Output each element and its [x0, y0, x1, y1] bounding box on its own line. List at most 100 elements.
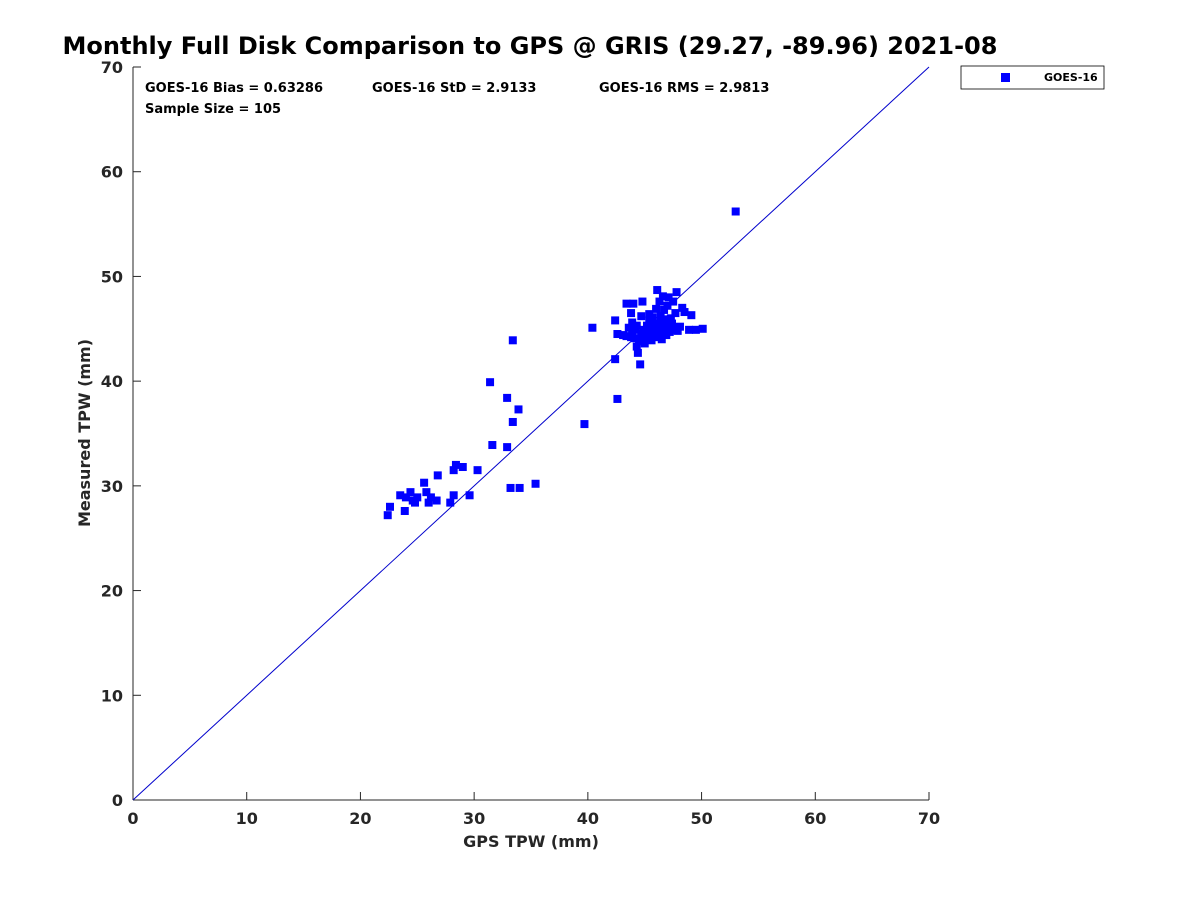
- x-axis-label: GPS TPW (mm): [463, 832, 599, 851]
- data-point: [640, 339, 649, 348]
- data-point: [449, 491, 458, 500]
- data-point: [383, 511, 392, 520]
- data-point: [635, 337, 644, 346]
- data-point: [400, 506, 409, 515]
- data-point: [411, 498, 420, 507]
- data-point: [449, 466, 458, 475]
- y-tick-label: 10: [101, 686, 123, 705]
- data-point: [465, 491, 474, 500]
- data-point: [691, 325, 700, 334]
- data-point: [628, 326, 637, 335]
- data-point: [420, 478, 429, 487]
- data-point: [655, 297, 664, 306]
- data-point: [506, 483, 515, 492]
- data-point: [580, 420, 589, 429]
- data-point: [611, 316, 620, 325]
- data-point: [731, 207, 740, 216]
- data-point: [669, 297, 678, 306]
- data-point: [451, 460, 460, 469]
- data-point: [622, 332, 631, 341]
- data-point: [432, 496, 441, 505]
- axes: 0 10 20 30 40 50 60 70 0 10 20 30 40 50 60 70: [101, 58, 940, 828]
- data-point: [650, 319, 659, 328]
- data-point: [662, 315, 671, 324]
- data-point: [632, 321, 641, 330]
- data-point: [515, 483, 524, 492]
- data-point: [665, 327, 674, 336]
- data-points: [383, 207, 740, 520]
- y-tick-label: 20: [101, 582, 123, 601]
- data-point: [413, 493, 422, 502]
- data-point: [613, 394, 622, 403]
- x-tick-label: 30: [463, 809, 485, 828]
- data-point: [396, 491, 405, 500]
- data-point: [663, 301, 672, 310]
- rms-annotation: GOES-16 RMS = 2.9813: [599, 81, 769, 96]
- bias-annotation: GOES-16 Bias = 0.63286: [145, 81, 323, 96]
- data-point: [680, 308, 689, 317]
- data-point: [653, 286, 662, 295]
- legend-label: GOES-16: [1044, 71, 1098, 84]
- data-point: [647, 336, 656, 345]
- legend-box: [960, 65, 1105, 90]
- data-point: [426, 493, 435, 502]
- data-point: [622, 299, 631, 308]
- data-point: [401, 493, 410, 502]
- y-tick-label: 60: [101, 163, 123, 182]
- data-point: [633, 348, 642, 357]
- data-point: [649, 324, 658, 333]
- data-point: [654, 323, 663, 332]
- data-point: [406, 488, 415, 497]
- chart-title: Monthly Full Disk Comparison to GPS @ GR…: [63, 32, 998, 60]
- sample-size-annotation: Sample Size = 105: [145, 102, 281, 117]
- data-point: [446, 498, 455, 507]
- data-point: [613, 330, 622, 339]
- data-point: [458, 463, 467, 472]
- data-point: [658, 292, 667, 301]
- one-to-one-line: [132, 66, 930, 801]
- data-point: [514, 405, 523, 414]
- data-point: [660, 305, 669, 314]
- data-point: [672, 288, 681, 297]
- data-point: [422, 488, 431, 497]
- data-point: [637, 312, 646, 321]
- data-point: [588, 323, 597, 332]
- data-point: [611, 355, 620, 364]
- data-point: [673, 326, 682, 335]
- legend-marker: [1001, 73, 1010, 82]
- data-point: [503, 443, 512, 452]
- data-point: [628, 318, 637, 327]
- data-point: [486, 378, 495, 387]
- y-tick-label: 0: [112, 791, 123, 810]
- data-point: [636, 360, 645, 369]
- x-tick-label: 20: [349, 809, 371, 828]
- y-tick-label: 70: [101, 58, 123, 77]
- data-point: [655, 330, 664, 339]
- x-tick-label: 70: [918, 809, 940, 828]
- y-tick-label: 40: [101, 372, 123, 391]
- x-tick-label: 10: [236, 809, 258, 828]
- x-tick-label: 0: [127, 809, 138, 828]
- data-point: [627, 309, 636, 318]
- data-point: [652, 304, 661, 313]
- data-point: [666, 314, 675, 323]
- data-point: [664, 293, 673, 302]
- std-annotation: GOES-16 StD = 2.9133: [372, 81, 536, 96]
- data-point: [671, 309, 680, 318]
- data-point: [698, 324, 707, 333]
- data-point: [685, 325, 694, 334]
- data-point: [508, 417, 517, 426]
- reference-line-group: [132, 66, 930, 801]
- data-point: [657, 335, 666, 344]
- data-point: [503, 393, 512, 402]
- data-point: [630, 334, 639, 343]
- data-point: [424, 498, 433, 507]
- y-axis-label: Measured TPW (mm): [75, 339, 94, 527]
- data-point: [508, 336, 517, 345]
- y-tick-label: 30: [101, 477, 123, 496]
- data-point: [656, 312, 665, 321]
- legend: GOES-16: [960, 65, 1105, 90]
- data-point: [678, 303, 687, 312]
- y-tick-label: 50: [101, 267, 123, 286]
